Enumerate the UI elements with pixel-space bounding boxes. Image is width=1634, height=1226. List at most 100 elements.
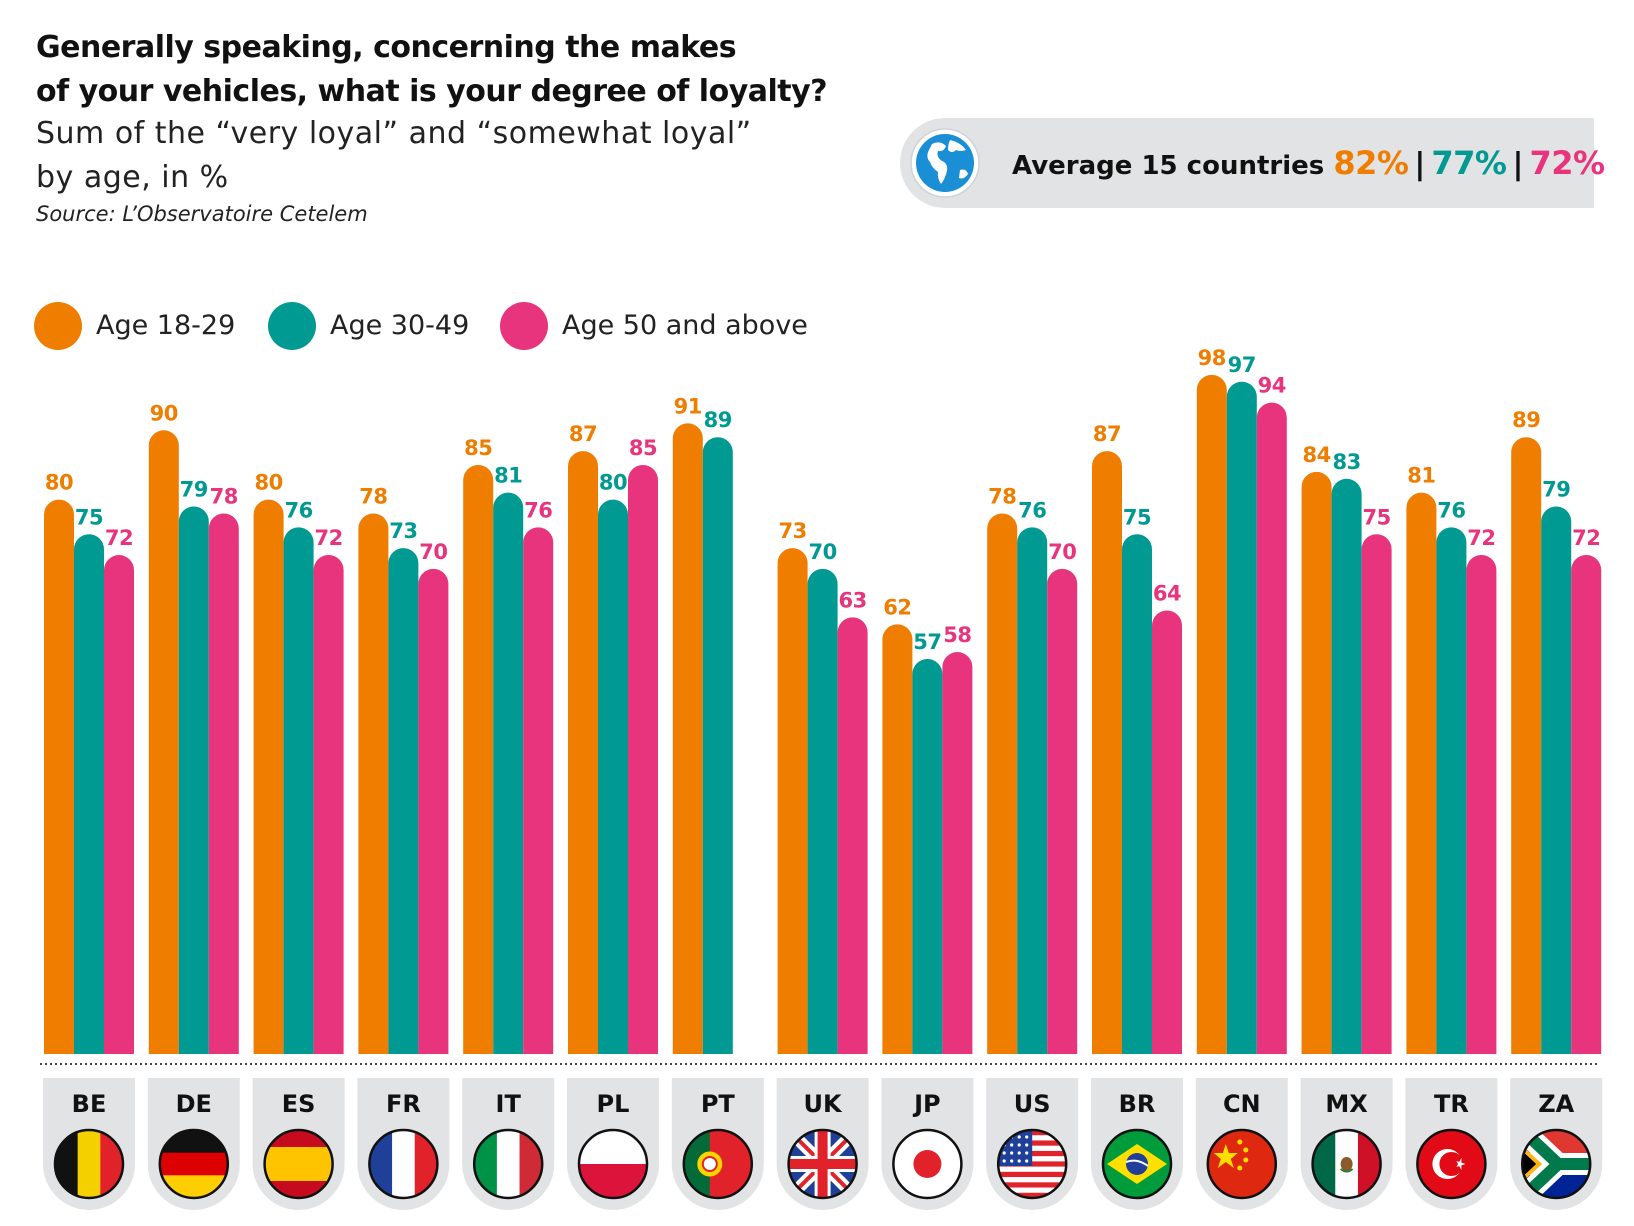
data-label: 85 <box>629 436 657 460</box>
data-label: 70 <box>1048 540 1076 564</box>
bar-es-series-0 <box>253 499 284 1055</box>
bar-za-series-0 <box>1511 437 1542 1055</box>
bar-it-series-0 <box>463 464 494 1054</box>
bar-it-series-2 <box>523 527 554 1054</box>
data-label: 76 <box>524 498 552 522</box>
us-flag-icon <box>996 1128 1068 1200</box>
bar-es-series-1 <box>283 527 314 1054</box>
be-flag-icon <box>53 1128 125 1200</box>
bar-pt-series-0 <box>672 423 703 1055</box>
bar-pt-series-1 <box>702 437 733 1055</box>
bar-pl-series-0 <box>568 451 598 1054</box>
jp-flag-icon <box>892 1128 963 1200</box>
data-label: 80 <box>254 471 282 495</box>
data-label: 76 <box>284 498 312 522</box>
data-label: 76 <box>1437 498 1465 522</box>
de-flag-icon <box>158 1128 230 1200</box>
bar-cn-series-2 <box>1256 402 1287 1054</box>
es-flag-icon <box>263 1128 334 1200</box>
mx-flag-icon <box>1311 1128 1382 1200</box>
fr-flag-icon <box>368 1128 439 1200</box>
data-label: 73 <box>389 519 417 543</box>
data-label: 58 <box>943 623 971 647</box>
chart-title: Generally speaking, concerning the makes… <box>36 26 856 114</box>
bar-mx-series-2 <box>1361 534 1392 1054</box>
chart-subtitle: Sum of the “very loyal” and “somewhat lo… <box>36 112 816 200</box>
tick-label: JP <box>912 1090 941 1118</box>
tick-label: US <box>1014 1090 1051 1118</box>
title-line-1: Generally speaking, concerning the makes <box>36 30 737 65</box>
average-panel <box>900 118 1594 208</box>
pt-flag-icon <box>682 1128 754 1200</box>
bar-us-series-2 <box>1047 568 1078 1054</box>
data-label: 94 <box>1258 374 1286 398</box>
bar-tr-series-0 <box>1406 492 1437 1054</box>
data-label: 90 <box>150 401 178 425</box>
bar-pl-series-1 <box>598 499 628 1055</box>
data-label: 64 <box>1153 581 1181 605</box>
bar-us-series-1 <box>1017 527 1048 1054</box>
legend-swatch-teal <box>268 302 316 350</box>
chart-source: Source: L’Observatoire Cetelem <box>36 202 368 226</box>
data-label: 72 <box>1572 526 1600 550</box>
tick-label: MX <box>1325 1090 1368 1118</box>
bar-pl-series-2 <box>628 464 658 1054</box>
data-label: 75 <box>75 505 103 529</box>
average-label: Average 15 countries <box>1012 151 1325 181</box>
tick-label: PL <box>597 1090 630 1118</box>
data-label: 72 <box>1467 526 1495 550</box>
tick-label: FR <box>386 1090 421 1118</box>
data-label: 89 <box>704 408 732 432</box>
br-flag-icon <box>1101 1128 1173 1200</box>
data-label: 78 <box>359 484 387 508</box>
data-label: 80 <box>599 471 627 495</box>
bar-za-series-1 <box>1541 506 1572 1054</box>
data-label: 75 <box>1362 505 1390 529</box>
bar-br-series-1 <box>1122 534 1152 1054</box>
bar-uk-series-0 <box>777 548 808 1054</box>
average-separator: | <box>1512 147 1524 182</box>
bar-de-series-2 <box>208 513 239 1054</box>
bar-de-series-0 <box>148 430 179 1054</box>
data-label: 87 <box>1093 422 1121 446</box>
tick-label: BR <box>1119 1090 1156 1118</box>
bar-br-series-0 <box>1092 451 1122 1054</box>
bar-mx-series-0 <box>1301 471 1332 1054</box>
legend-swatch-pink <box>500 302 548 350</box>
bar-tr-series-2 <box>1466 555 1497 1054</box>
bar-fr-series-0 <box>358 513 389 1054</box>
data-label: 83 <box>1332 450 1360 474</box>
bar-jp-series-1 <box>912 658 943 1054</box>
tick-label: IT <box>496 1090 522 1118</box>
average-value-18-29: 82% <box>1333 144 1409 182</box>
data-label: 73 <box>778 519 806 543</box>
tick-label: BE <box>72 1090 107 1118</box>
bar-mx-series-1 <box>1331 478 1362 1054</box>
tick-label: PT <box>701 1090 736 1118</box>
uk-flag-icon <box>787 1128 858 1200</box>
legend-label: Age 18-29 <box>96 310 236 341</box>
bar-us-series-0 <box>987 513 1018 1054</box>
legend-swatch-orange <box>34 302 82 350</box>
data-label: 70 <box>419 540 447 564</box>
bar-cn-series-0 <box>1196 374 1227 1055</box>
tick-label: TR <box>1434 1090 1469 1118</box>
country-tabs: BE DE ES FR IT PL PT UK JP US BR CN MX TR ZA <box>43 1078 1603 1210</box>
tr-flag-icon <box>1416 1128 1487 1200</box>
data-label: 89 <box>1512 408 1540 432</box>
data-label: 70 <box>808 540 836 564</box>
bar-uk-series-1 <box>807 568 838 1054</box>
data-label: 81 <box>1407 464 1435 488</box>
bar-fr-series-1 <box>388 548 419 1054</box>
data-label: 87 <box>569 422 597 446</box>
legend-label: Age 30-49 <box>330 310 470 341</box>
tick-label: ZA <box>1538 1090 1574 1118</box>
subtitle-line-1: Sum of the “very loyal” and “somewhat lo… <box>36 116 752 151</box>
pl-flag-icon <box>577 1128 649 1200</box>
tick-label: ES <box>282 1090 316 1118</box>
data-label: 84 <box>1302 443 1330 467</box>
cn-flag-icon <box>1206 1128 1278 1200</box>
data-label: 79 <box>180 478 208 502</box>
data-label: 97 <box>1228 353 1256 377</box>
